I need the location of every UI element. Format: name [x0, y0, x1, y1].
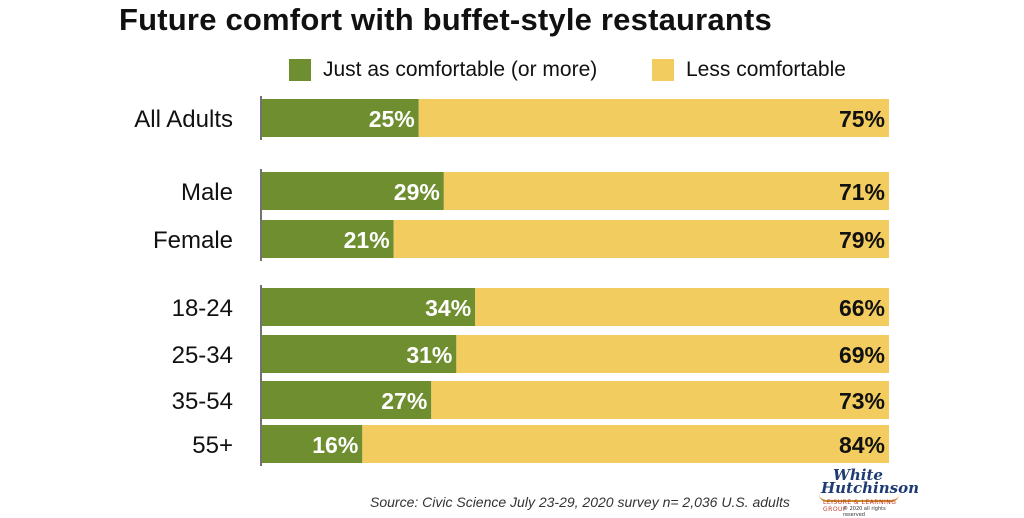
value-label-less-comfortable: 71% [839, 179, 885, 205]
logo-copyright: © 2020 all rights reserved [843, 506, 886, 518]
bar-comfortable [262, 335, 457, 373]
bar-less-comfortable [456, 335, 889, 373]
bar-less-comfortable [443, 172, 889, 210]
category-label: Female [153, 227, 233, 254]
value-label-comfortable: 29% [394, 179, 440, 205]
legend-swatch-comfortable [289, 59, 311, 81]
bar-less-comfortable [431, 381, 889, 419]
value-label-less-comfortable: 75% [839, 106, 885, 132]
legend-item-less-comfortable: Less comfortable [652, 57, 846, 83]
bar-less-comfortable [362, 425, 889, 463]
value-label-less-comfortable: 69% [839, 342, 885, 368]
logo-subtitle: LEISURE & LEARNING GROUP [823, 499, 897, 513]
bar-less-comfortable [393, 220, 889, 258]
bar-less-comfortable [475, 288, 889, 326]
category-label: Male [181, 179, 233, 206]
bar-comfortable [262, 220, 394, 258]
category-label: 55+ [192, 432, 233, 459]
chart-title: Future comfort with buffet-style restaur… [119, 2, 772, 37]
bar-comfortable [262, 99, 419, 137]
bar-comfortable [262, 425, 363, 463]
category-label: 25-34 [172, 342, 233, 369]
bar-comfortable [262, 381, 432, 419]
bar-comfortable [262, 172, 444, 210]
logo-swoosh [819, 494, 899, 502]
category-label: 35-54 [172, 388, 233, 415]
value-label-comfortable: 31% [406, 342, 452, 368]
legend-item-comfortable: Just as comfortable (or more) [289, 57, 597, 83]
bar-comfortable [262, 288, 476, 326]
legend-label-less-comfortable: Less comfortable [686, 58, 846, 81]
logo-text-white: White [833, 466, 883, 484]
legend-swatch-less-comfortable [652, 59, 674, 81]
value-label-comfortable: 25% [369, 106, 415, 132]
value-label-comfortable: 21% [344, 227, 390, 253]
bar-less-comfortable [418, 99, 889, 137]
source-note: Source: Civic Science July 23-29, 2020 s… [370, 494, 790, 510]
legend-label-comfortable: Just as comfortable (or more) [323, 58, 598, 81]
value-label-less-comfortable: 79% [839, 227, 885, 253]
category-label: 18-24 [172, 295, 233, 322]
value-label-less-comfortable: 84% [839, 432, 885, 458]
value-label-less-comfortable: 66% [839, 295, 885, 321]
legend: Just as comfortable (or more) Less comfo… [0, 0, 1024, 100]
value-label-comfortable: 27% [381, 388, 427, 414]
value-label-less-comfortable: 73% [839, 388, 885, 414]
company-logo: White Hutchinson LEISURE & LEARNING GROU… [815, 462, 919, 518]
category-label: All Adults [134, 106, 233, 133]
logo-text-hutchinson: Hutchinson [821, 479, 920, 497]
value-label-comfortable: 34% [425, 295, 471, 321]
value-label-comfortable: 16% [312, 432, 358, 458]
